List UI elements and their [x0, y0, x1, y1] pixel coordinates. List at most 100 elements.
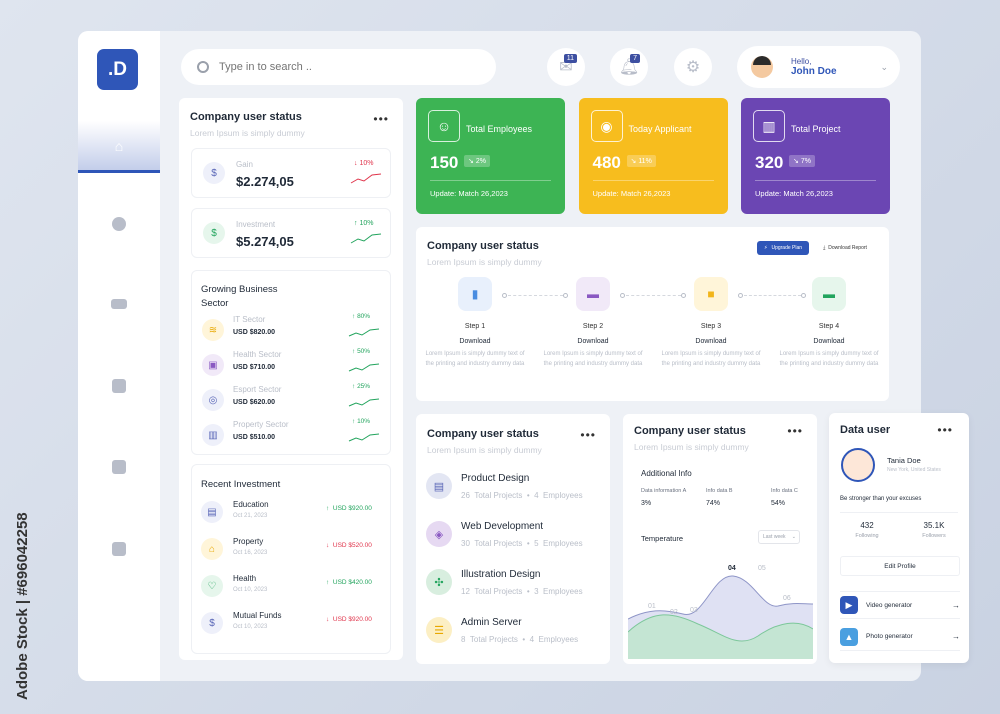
- greeting: Hello,: [791, 57, 812, 66]
- sector-sparkline: [348, 430, 380, 448]
- project-item[interactable]: ◈ Web Development 30 Total Projects • 5 Em…: [426, 521, 606, 561]
- card-title: Company user status: [634, 425, 746, 437]
- kpi-card[interactable]: ◉ Today Applicant 480 ↘ 11% Update: Match 26…: [578, 98, 728, 214]
- recent-investment-panel: Recent Investment ▤ Education Oct 21, 2023…: [191, 464, 391, 654]
- investment-date: Oct 21, 2023: [233, 513, 268, 519]
- upgrade-plan-button[interactable]: ⚡︎ Upgrade Plan: [757, 241, 809, 255]
- card-subtitle: Lorem Ipsum is simply dummy: [427, 445, 542, 455]
- investment-name: Property: [233, 537, 264, 546]
- chart-point-label: 02: [670, 609, 678, 616]
- step-action[interactable]: Download: [813, 338, 845, 345]
- investment-sparkline: [350, 233, 382, 244]
- download-icon: ⤓: [823, 245, 826, 251]
- info-card: Company user status Lorem Ipsum is simpl…: [623, 414, 817, 664]
- profile-bio: Be stronger than your excuses: [840, 496, 922, 502]
- project-item[interactable]: ✣ Illustration Design 12 Total Projects • …: [426, 569, 606, 609]
- document-icon: ▮: [458, 277, 492, 311]
- kpi-value: 150: [430, 153, 459, 172]
- user-avatar: [841, 448, 875, 482]
- arrow-right-icon: →: [952, 600, 960, 610]
- card-subtitle: Lorem Ipsum is simply dummy: [634, 442, 749, 452]
- recent-title: Recent Investment: [201, 479, 281, 490]
- kpi-card[interactable]: ▥ Total Project 320 ↘ 7% Update: Match 26,20…: [741, 98, 890, 214]
- kpi-change: ↘ 2%: [464, 155, 490, 167]
- project-item[interactable]: ▤ Product Design 26 Total Projects • 4 Emp…: [426, 473, 606, 513]
- sector-icon: ▣: [202, 354, 224, 376]
- user-menu[interactable]: Hello, John Doe ⌄: [737, 46, 900, 88]
- settings-button[interactable]: ⚙: [674, 48, 712, 86]
- bar-chart-icon: ▥: [753, 110, 785, 142]
- investment-name: Mutual Funds: [233, 611, 282, 620]
- sidebar-item-inbox[interactable]: [78, 452, 160, 482]
- step-action[interactable]: Download: [459, 338, 491, 345]
- sidebar-item-add[interactable]: [78, 209, 160, 239]
- dollar-icon: $: [203, 162, 225, 184]
- step-action[interactable]: Download: [577, 338, 609, 345]
- investment-name: Education: [233, 500, 269, 509]
- step-item: ■ Step 3 Download Lorem Ipsum is simply dum…: [656, 277, 766, 369]
- project-name: Illustration Design: [461, 569, 541, 580]
- sector-change: ↑ 25%: [352, 383, 371, 390]
- app-logo[interactable]: .D: [97, 49, 138, 90]
- chart-line-purple: [628, 575, 813, 620]
- more-options-icon[interactable]: •••: [373, 112, 389, 126]
- kpi-update: Update: Match 26,2023: [592, 189, 671, 198]
- temperature-label: Temperature: [641, 534, 684, 543]
- kpi-title: Today Applicant: [628, 124, 692, 134]
- sidebar-item-cards[interactable]: [78, 289, 160, 319]
- step-action[interactable]: Download: [695, 338, 727, 345]
- chevron-down-icon[interactable]: ⌄: [880, 61, 888, 72]
- gain-sparkline: [350, 173, 382, 184]
- step-item: ▮ Step 1 Download Lorem Ipsum is simply dum…: [420, 277, 530, 369]
- kpi-card[interactable]: ☺ Total Employees 150 ↘ 2% Update: Match 26,…: [416, 98, 565, 214]
- more-options-icon[interactable]: •••: [580, 428, 596, 442]
- project-meta: 8 Total Projects • 4 Employees: [461, 635, 579, 644]
- chart-point-label: 05: [758, 565, 766, 572]
- sidebar-item-home[interactable]: ⌂: [78, 121, 160, 173]
- investment-value: $5.274,05: [236, 234, 294, 249]
- step-label: Step 2: [582, 323, 604, 330]
- notification-button[interactable]: 🔔︎ 7: [610, 48, 648, 86]
- more-options-icon[interactable]: •••: [787, 424, 803, 438]
- video-icon: ▶︎: [840, 596, 858, 614]
- video-generator-link[interactable]: ▶︎ Video generator →: [840, 591, 960, 619]
- search-icon: [197, 61, 209, 73]
- project-item[interactable]: ☰ Admin Server 8 Total Projects • 4 Employ…: [426, 617, 606, 657]
- sidebar-item-apps[interactable]: [78, 371, 160, 401]
- followers-label: Followers: [922, 533, 946, 539]
- search-input[interactable]: [219, 61, 459, 73]
- investment-change: ↑ 10%: [354, 220, 374, 227]
- sidebar-item-contacts[interactable]: [78, 534, 160, 564]
- step-description: Lorem Ipsum is simply dummy text of the …: [779, 351, 879, 367]
- card-title: Data user: [840, 424, 891, 436]
- period-select[interactable]: Last week ⌄: [758, 530, 800, 544]
- info-value: 3%: [641, 500, 652, 507]
- cash-icon: ▬: [812, 277, 846, 311]
- project-meta: 12 Total Projects • 3 Employees: [461, 587, 583, 596]
- layers-icon: ◈: [426, 521, 452, 547]
- step-description: Lorem Ipsum is simply dummy text of the …: [661, 351, 761, 367]
- card-title: Company user status: [427, 428, 539, 440]
- user-name: John Doe: [791, 66, 837, 77]
- download-report-button[interactable]: ⤓ Download Report: [823, 245, 867, 251]
- card-subtitle: Lorem Ipsum is simply dummy: [190, 128, 305, 138]
- more-options-icon[interactable]: •••: [937, 423, 953, 437]
- id-card-icon: [111, 299, 127, 309]
- notification-badge: 7: [630, 54, 640, 63]
- investment-stat: $ Investment $5.274,05 ↑ 10%: [191, 208, 391, 258]
- step-item: ▬ Step 2 Download Lorem Ipsum is simply dum…: [538, 277, 648, 369]
- edit-profile-button[interactable]: Edit Profile: [840, 556, 960, 576]
- search-bar[interactable]: [181, 49, 496, 85]
- kpi-value: 320: [755, 153, 784, 172]
- photo-generator-link[interactable]: ▲ Photo generator →: [840, 623, 960, 651]
- image-icon: ▲: [840, 627, 858, 646]
- mail-button[interactable]: ✉ 11: [547, 48, 585, 86]
- sector-name: Esport Sector: [233, 385, 282, 394]
- server-icon: ☰: [426, 617, 452, 643]
- gain-stat: $ Gain $2.274,05 ↓ 10%: [191, 148, 391, 198]
- kpi-value: 480: [592, 153, 621, 172]
- home-icon: ⌂: [114, 137, 124, 154]
- followers-count: 35.1K: [923, 521, 945, 530]
- kpi-change: ↘ 7%: [789, 155, 815, 167]
- profile-location: New York, United States: [887, 467, 941, 473]
